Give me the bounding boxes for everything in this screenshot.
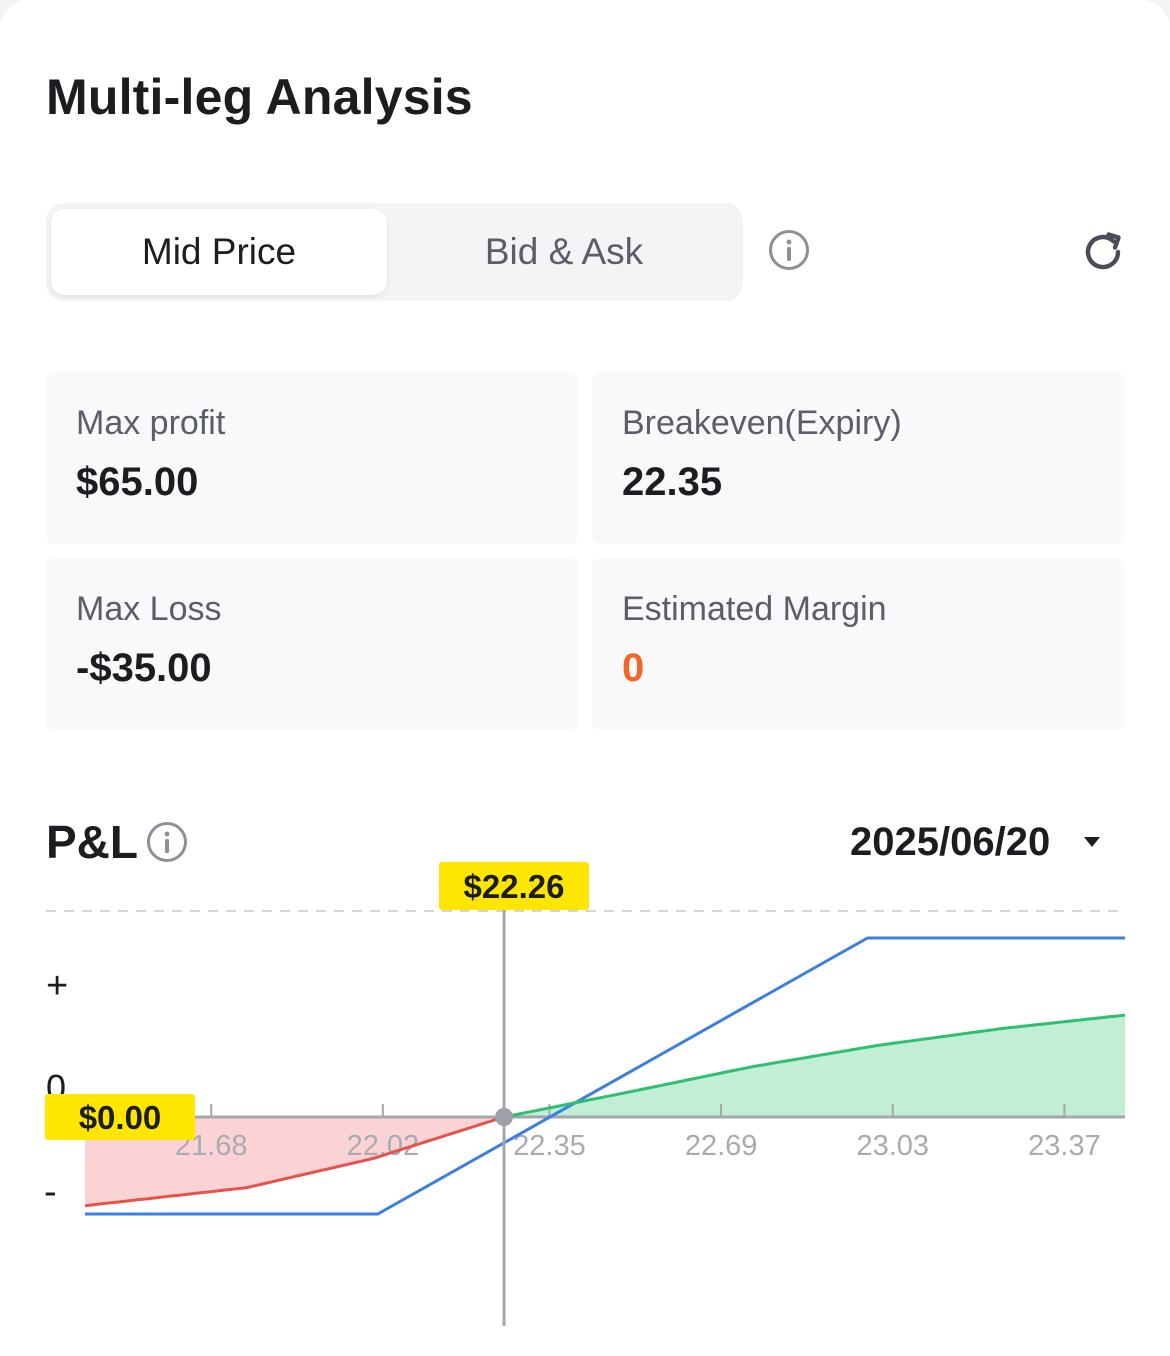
- breakeven-card: Breakeven(Expiry) 22.35: [592, 372, 1124, 544]
- estimated-margin-label: Estimated Margin: [622, 590, 887, 628]
- caret-down-icon: [1084, 837, 1101, 847]
- refresh-icon[interactable]: [1080, 229, 1126, 275]
- x-tick-label: 22.69: [685, 1130, 758, 1162]
- x-tick-label: 22.35: [513, 1130, 586, 1162]
- max-loss-card: Max Loss -$35.00: [46, 558, 578, 730]
- today-pl-curve-loss: [84, 1115, 505, 1208]
- today-pl-curve-profit: [503, 1013, 1126, 1119]
- mid-price-tab[interactable]: Mid Price: [51, 209, 387, 295]
- pl-info-icon[interactable]: [146, 821, 188, 863]
- expiry-date-dropdown[interactable]: 2025/06/20: [850, 816, 1130, 868]
- max-profit-card: Max profit $65.00: [46, 372, 578, 544]
- expiry-pl-line: [85, 936, 1125, 1216]
- estimated-margin-value: 0: [622, 646, 645, 690]
- x-tick-label: 23.37: [1028, 1130, 1101, 1162]
- page-title: Multi-leg Analysis: [46, 69, 473, 125]
- current-price-label: $22.26: [464, 868, 565, 905]
- x-tick-label: 23.03: [856, 1130, 929, 1162]
- cursor-pnl-badge: [45, 1094, 195, 1140]
- bid-ask-tab[interactable]: Bid & Ask: [484, 231, 644, 272]
- current-price-badge: [439, 862, 589, 910]
- y-label-positive: +: [46, 965, 68, 1007]
- x-axis-ticks: 21.68 22.02 22.35 22.69 23.03 23.37: [175, 1104, 1101, 1162]
- estimated-margin-card: Estimated Margin 0: [592, 558, 1124, 730]
- breakeven-label: Breakeven(Expiry): [622, 404, 902, 442]
- y-label-negative: -: [44, 1171, 57, 1213]
- max-loss-label: Max Loss: [76, 590, 222, 628]
- max-loss-value: -$35.00: [76, 646, 212, 690]
- max-profit-label: Max profit: [76, 404, 226, 442]
- pricing-toggle: Mid Price Bid & Ask: [46, 203, 743, 301]
- info-circle-icon[interactable]: [768, 229, 810, 271]
- max-profit-value: $65.00: [76, 460, 199, 504]
- expiry-date-value: 2025/06/20: [850, 819, 1051, 864]
- cursor-pnl-label: $0.00: [79, 1099, 162, 1136]
- profit-area: [504, 1015, 1125, 1117]
- pl-title: P&L: [46, 816, 138, 868]
- price-cursor-dot[interactable]: [495, 1108, 514, 1126]
- breakeven-value: 22.35: [622, 460, 723, 504]
